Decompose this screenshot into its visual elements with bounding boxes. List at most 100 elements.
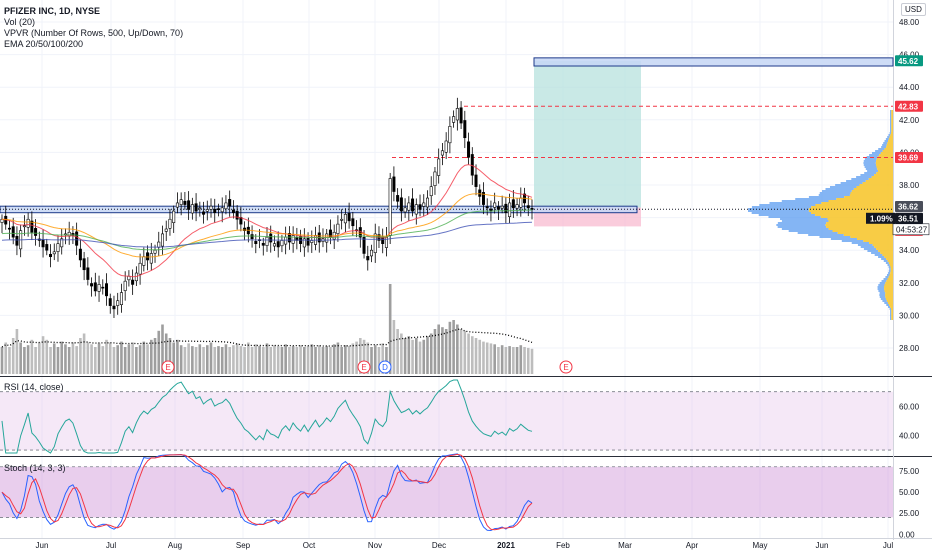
vpvr-down-bar: [887, 278, 893, 280]
candle-body: [310, 240, 314, 243]
svg-text:E: E: [165, 363, 170, 372]
volume-bar: [67, 347, 71, 374]
volume-bar: [269, 347, 273, 374]
vpvr-down-bar: [877, 168, 893, 170]
vpvr-down-bar: [876, 166, 893, 168]
volume-bar: [385, 347, 388, 374]
symbol-title[interactable]: PFIZER INC, 1D, NYSE: [4, 6, 101, 16]
vpvr-up-bar: [890, 122, 892, 124]
candle-body: [11, 226, 15, 238]
candle-body: [519, 197, 523, 208]
volume-bar: [470, 336, 474, 374]
volume-bar: [101, 346, 105, 374]
vpvr-down-bar: [888, 262, 893, 264]
candle-body: [306, 238, 310, 246]
candle-body: [119, 292, 123, 306]
candle-body: [220, 207, 224, 213]
vpvr-up-bar: [860, 174, 875, 176]
vpvr-up-bar: [825, 188, 854, 190]
vpvr-up-bar: [889, 308, 892, 310]
vpvr-up-bar: [865, 168, 878, 170]
candle-body: [250, 234, 254, 240]
candle-body: [41, 239, 45, 248]
volume-bar: [515, 347, 519, 374]
vpvr-down-bar: [876, 172, 893, 174]
volume-bar: [347, 346, 351, 374]
vpvr-up-bar: [883, 260, 888, 262]
vpvr-up-bar: [890, 114, 892, 116]
candle-body: [455, 108, 459, 121]
vpvr-up-bar: [890, 112, 892, 114]
volume-bar: [359, 338, 362, 374]
ema-indicator-label[interactable]: EMA 20/50/100/200: [4, 39, 84, 49]
vpvr-down-bar: [890, 134, 893, 136]
vpvr-up-bar: [874, 254, 883, 256]
vpvr-indicator-label[interactable]: VPVR (Number Of Rows, 500, Up/Down, 70): [4, 28, 184, 38]
candle-body: [362, 237, 366, 254]
time-axis-label: Oct: [303, 541, 316, 550]
candle-body: [444, 140, 448, 153]
candle-body: [243, 227, 247, 231]
volume-bar: [64, 344, 67, 374]
vpvr-down-bar: [886, 146, 893, 148]
volume-bar: [250, 347, 254, 374]
vpvr-up-bar: [830, 238, 857, 240]
candle-body: [90, 283, 94, 287]
vpvr-down-bar: [828, 200, 893, 202]
vpvr-down-bar: [886, 258, 893, 260]
rsi-line: [1, 379, 533, 454]
volume-bar: [388, 284, 392, 374]
candle-body: [168, 218, 172, 229]
volume-bar: [418, 341, 422, 374]
vpvr-up-bar: [890, 118, 892, 120]
candle-body: [108, 298, 112, 306]
volume-bar: [232, 345, 235, 374]
vpvr-up-bar: [781, 200, 829, 202]
vpvr-up-bar: [881, 280, 887, 282]
vpvr-up-bar: [818, 194, 850, 196]
vpvr-up-bar: [888, 306, 891, 308]
time-axis-label: Nov: [368, 541, 382, 550]
volume-bar: [187, 343, 190, 374]
candle-body: [254, 241, 258, 244]
vpvr-up-bar: [769, 202, 822, 204]
vpvr-up-bar: [879, 296, 886, 298]
price-tag: [895, 100, 923, 112]
volume-bar: [321, 347, 325, 374]
volume-indicator-label[interactable]: Vol (20): [4, 17, 36, 27]
candle-body: [86, 267, 90, 280]
volume-bar: [284, 344, 287, 374]
candle-body: [418, 204, 422, 210]
volume-bar: [526, 347, 530, 374]
candle-body: [60, 238, 64, 248]
vpvr-down-bar: [872, 244, 893, 246]
candle-body: [302, 238, 306, 248]
candle-body: [213, 208, 217, 214]
stoch-pane-label[interactable]: Stoch (14, 3, 3): [4, 463, 66, 473]
vpvr-up-bar: [890, 316, 892, 318]
volume-bar: [392, 320, 396, 374]
candle-body: [343, 214, 347, 224]
time-axis-label: Jun: [816, 541, 829, 550]
volume-bar: [23, 347, 26, 374]
candle-body: [265, 236, 269, 246]
volume-bar: [90, 344, 93, 374]
vpvr-down-bar: [888, 276, 893, 278]
vpvr-down-bar: [808, 208, 893, 210]
vpvr-down-bar: [886, 300, 893, 302]
vpvr-down-bar: [891, 122, 893, 124]
target-zone: [533, 57, 894, 67]
vpvr-down-bar: [890, 268, 893, 270]
candle-body: [440, 150, 444, 156]
rsi-pane-label[interactable]: RSI (14, close): [4, 382, 64, 392]
price-tag: [895, 200, 923, 212]
vpvr-up-bar: [879, 292, 886, 294]
vpvr-down-bar: [836, 198, 893, 200]
vpvr-down-bar: [884, 290, 893, 292]
candle-body: [149, 253, 153, 264]
price-tag: [895, 212, 923, 224]
candle-body: [15, 235, 19, 246]
vpvr-up-bar: [885, 262, 889, 264]
vpvr-up-bar: [889, 268, 891, 270]
